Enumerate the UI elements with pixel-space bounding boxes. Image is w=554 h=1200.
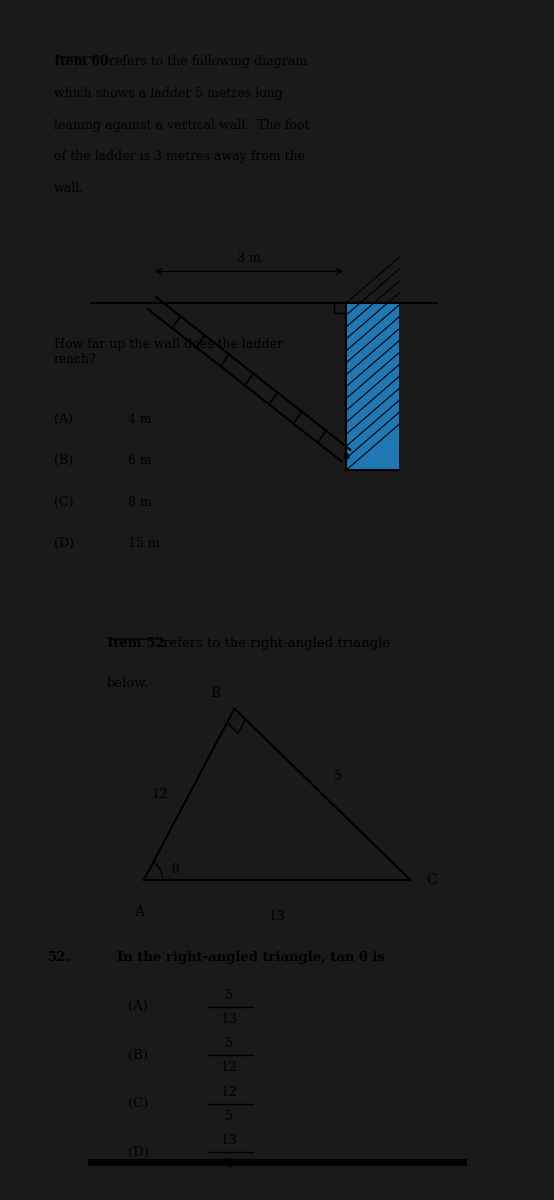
Text: (D): (D) <box>54 536 74 550</box>
Text: 52.: 52. <box>48 950 71 964</box>
Text: (A): (A) <box>54 413 73 426</box>
Text: How far up the wall does the ladder
reach?: How far up the wall does the ladder reac… <box>54 337 283 366</box>
Text: 13: 13 <box>220 1013 238 1026</box>
Text: (D): (D) <box>128 1146 149 1158</box>
Text: θ: θ <box>171 863 178 876</box>
Text: leaning against a vertical wall.  The foot: leaning against a vertical wall. The foo… <box>54 119 309 132</box>
Text: Item 52: Item 52 <box>107 637 165 650</box>
Text: In the right-angled triangle, tan θ is: In the right-angled triangle, tan θ is <box>117 950 386 964</box>
Text: (C): (C) <box>128 1097 148 1110</box>
Text: 13: 13 <box>269 910 285 923</box>
Text: which shows a ladder 5 metres long: which shows a ladder 5 metres long <box>54 88 283 100</box>
Text: Item 60: Item 60 <box>54 55 108 68</box>
Text: 12: 12 <box>152 787 168 800</box>
Text: 8 m: 8 m <box>128 496 152 509</box>
Text: A: A <box>134 905 143 919</box>
Text: (B): (B) <box>54 454 73 467</box>
Text: B: B <box>211 686 221 700</box>
Text: 4 m: 4 m <box>128 413 152 426</box>
Text: (A): (A) <box>128 1001 148 1013</box>
Text: of the ladder is 3 metres away from the: of the ladder is 3 metres away from the <box>54 150 305 163</box>
Text: 5: 5 <box>225 1110 233 1123</box>
Text: below.: below. <box>107 677 149 690</box>
Text: 5: 5 <box>334 770 342 784</box>
Text: 12: 12 <box>220 1086 238 1099</box>
Text: 5: 5 <box>225 989 233 1002</box>
Text: C: C <box>426 872 437 887</box>
Text: refers to the right-angled triangle: refers to the right-angled triangle <box>163 637 391 650</box>
Text: refers to the following diagram: refers to the following diagram <box>105 55 307 68</box>
Bar <box>346 304 399 470</box>
Text: 15 m: 15 m <box>128 536 160 550</box>
Text: 13: 13 <box>220 1134 238 1147</box>
Text: 6 m: 6 m <box>128 454 152 467</box>
Text: 5: 5 <box>225 1158 233 1171</box>
Text: (B): (B) <box>128 1049 148 1062</box>
Text: wall.: wall. <box>54 182 84 196</box>
Text: (C): (C) <box>54 496 73 509</box>
Text: 3 m: 3 m <box>237 252 261 264</box>
Text: 5: 5 <box>225 1037 233 1050</box>
Text: 12: 12 <box>220 1061 238 1074</box>
